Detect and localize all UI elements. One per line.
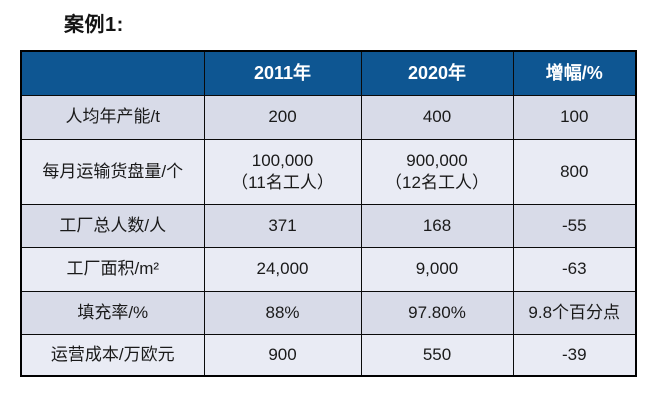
cell-2020: 97.80% [360, 290, 514, 335]
table-header-row: 2011年 2020年 增幅/% [20, 50, 637, 96]
cell-2011: 100,000 （11名工人） [203, 138, 362, 205]
header-col-2020: 2020年 [360, 50, 514, 96]
cell-2020: 900,000 （12名工人） [360, 138, 514, 205]
row-label: 运营成本/万欧元 [20, 333, 205, 377]
row-label: 每月运输货盘量/个 [20, 138, 205, 205]
cell-2011: 371 [203, 203, 362, 248]
row-label: 工厂总人数/人 [20, 203, 205, 248]
cell-2011: 88% [203, 290, 362, 335]
cell-delta: -39 [512, 333, 637, 377]
case1-table: 2011年 2020年 增幅/% 人均年产能/t 200 400 100 每月运… [20, 50, 637, 377]
cell-delta: -63 [512, 246, 637, 292]
row-label: 工厂面积/m² [20, 246, 205, 292]
cell-2011: 200 [203, 94, 362, 140]
table-row: 工厂总人数/人 371 168 -55 [20, 203, 637, 248]
cell-2020: 400 [360, 94, 514, 140]
table-row: 人均年产能/t 200 400 100 [20, 94, 637, 140]
cell-2011: 900 [203, 333, 362, 377]
header-col-2011: 2011年 [203, 50, 362, 96]
table-row: 运营成本/万欧元 900 550 -39 [20, 333, 637, 377]
table-row: 每月运输货盘量/个 100,000 （11名工人） 900,000 （12名工人… [20, 138, 637, 205]
cell-2011: 24,000 [203, 246, 362, 292]
cell-2020: 9,000 [360, 246, 514, 292]
cell-delta: 100 [512, 94, 637, 140]
cell-delta: 9.8个百分点 [512, 290, 637, 335]
page-title: 案例1: [64, 14, 124, 36]
cell-delta: 800 [512, 138, 637, 205]
cell-delta: -55 [512, 203, 637, 248]
row-label: 人均年产能/t [20, 94, 205, 140]
row-label: 填充率/% [20, 290, 205, 335]
cell-2020: 550 [360, 333, 514, 377]
header-blank-cell [20, 50, 205, 96]
cell-2020: 168 [360, 203, 514, 248]
header-col-delta: 增幅/% [512, 50, 637, 96]
table-row: 工厂面积/m² 24,000 9,000 -63 [20, 246, 637, 292]
table-row: 填充率/% 88% 97.80% 9.8个百分点 [20, 290, 637, 335]
